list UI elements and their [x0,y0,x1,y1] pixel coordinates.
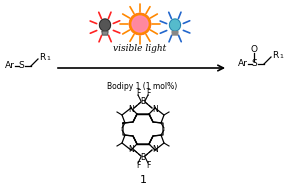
Text: Bodipy 1 (1 mol%): Bodipy 1 (1 mol%) [107,82,177,91]
Text: F: F [146,88,150,98]
Text: B: B [140,97,146,105]
Text: S: S [18,61,24,70]
Text: Ar: Ar [238,60,248,68]
Text: N: N [152,105,158,114]
Text: F: F [136,160,140,170]
Text: N: N [152,145,158,153]
Text: F: F [136,88,140,98]
Text: visible light: visible light [113,44,167,53]
Text: 1: 1 [46,57,50,61]
Text: F: F [146,160,150,170]
Text: B: B [140,153,146,161]
Text: 1: 1 [139,175,146,185]
Text: O: O [251,46,258,54]
Text: R: R [39,53,45,63]
Text: N: N [128,145,134,153]
Circle shape [129,13,151,35]
Text: 1: 1 [279,54,283,60]
Text: S: S [251,60,257,68]
Polygon shape [170,19,180,31]
Polygon shape [172,32,178,35]
Text: R: R [272,51,278,60]
Polygon shape [100,19,110,31]
Text: N: N [128,105,134,114]
Circle shape [132,16,148,32]
Text: Ar: Ar [5,61,15,70]
Polygon shape [102,32,108,35]
